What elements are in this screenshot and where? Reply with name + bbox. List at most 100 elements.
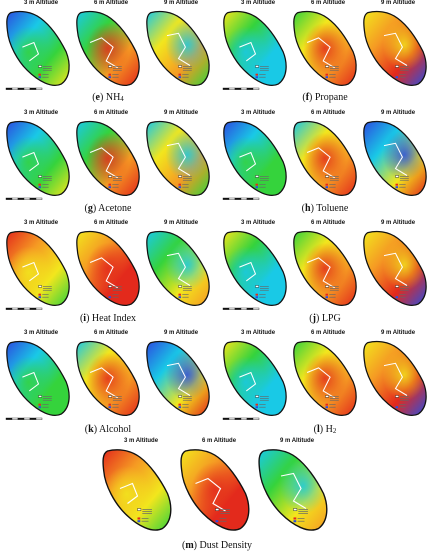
altitude-map (146, 10, 210, 86)
altitude-label: 3 m Altitude (23, 110, 59, 116)
contour-hotspot (181, 449, 249, 531)
panel-title: Propane (314, 92, 348, 103)
study-area-outline (76, 230, 140, 306)
scale-bar (222, 197, 260, 200)
contour-hotspot (363, 121, 427, 196)
flight-path (195, 477, 226, 512)
contour-hotspot (293, 121, 357, 196)
contour-hotspot (76, 11, 140, 86)
panel-title: Acetone (98, 203, 132, 214)
flight-path (89, 257, 118, 289)
altitude-map (293, 10, 357, 86)
map-legend (108, 285, 122, 299)
panel-f: 3 m Altitude 6 m Altitude 9 m Altitude (f) … (217, 0, 434, 108)
flight-path (22, 151, 40, 172)
heatmap-row (102, 449, 328, 531)
altitude-map (76, 340, 140, 416)
flight-path (306, 257, 335, 289)
contour-hotspot (223, 121, 287, 196)
study-area-outline (363, 120, 427, 196)
altitude-map (6, 10, 70, 86)
flight-path (306, 367, 335, 399)
altitude-label: 9 m Altitude (380, 0, 416, 6)
altitude-map (76, 120, 140, 196)
map-legend (395, 175, 409, 189)
altitude-label: 6 m Altitude (310, 110, 346, 116)
altitude-label: 6 m Altitude (93, 220, 129, 226)
map-legend (178, 65, 192, 79)
map-legend (108, 175, 122, 189)
flight-path (166, 252, 191, 286)
study-area-outline (180, 449, 250, 531)
map-legend (137, 508, 152, 523)
study-area-outline (363, 340, 427, 416)
altitude-map (363, 120, 427, 196)
heatmap-row (5, 10, 210, 90)
study-area-outline (76, 340, 140, 416)
map-legend (108, 395, 122, 409)
study-area-outline (363, 230, 427, 306)
panel-letter: l (316, 424, 320, 435)
altitude-map (146, 340, 210, 416)
altitude-label: 9 m Altitude (163, 220, 199, 226)
panel-caption: (h) Toluene (301, 203, 349, 214)
contour-hotspot (6, 11, 70, 86)
flight-path (22, 261, 40, 282)
panel-m: 3 m Altitude 6 m Altitude 9 m Altitude (m) … (92, 438, 342, 551)
panel-title: Alcohol (98, 424, 132, 435)
map-legend (215, 508, 230, 523)
contour-hotspot (223, 11, 287, 86)
map-legend (325, 285, 339, 299)
panel-caption: (i) Heat Index (79, 313, 137, 324)
panel-caption: (j) LPG (309, 313, 341, 324)
panel-k: 3 m Altitude 6 m Altitude 9 m Altitude (k) … (0, 330, 217, 438)
panel-title: H (325, 424, 333, 435)
altitude-map (258, 449, 328, 531)
study-area-outline (76, 10, 140, 86)
altitude-label: 9 m Altitude (380, 110, 416, 116)
panel-caption: (m) Dust Density (181, 540, 253, 551)
heatmap-row (222, 120, 427, 200)
study-area-outline (363, 10, 427, 86)
map-legend (325, 395, 339, 409)
flight-path (383, 32, 408, 66)
study-area-outline (223, 120, 287, 196)
flight-path (166, 32, 191, 66)
panel-caption: (l) H2 (313, 424, 337, 435)
contour-hotspot (76, 341, 140, 416)
study-area-outline (146, 230, 210, 306)
altitude-map (363, 230, 427, 306)
altitude-label: 6 m Altitude (201, 438, 237, 444)
map-legend (255, 395, 269, 409)
map-legend (255, 285, 269, 299)
altitude-map (76, 230, 140, 306)
study-area-outline (293, 120, 357, 196)
panel-letter: k (88, 424, 94, 435)
contour-hotspot (293, 231, 357, 306)
altitude-map (293, 340, 357, 416)
panel-title-subscript: 4 (120, 95, 124, 103)
study-area-outline (146, 10, 210, 86)
study-area-outline (293, 10, 357, 86)
contour-hotspot (146, 231, 210, 306)
altitude-map (363, 10, 427, 86)
contour-hotspot (259, 449, 327, 531)
study-area-outline (223, 230, 287, 306)
altitude-label: 3 m Altitude (123, 438, 159, 444)
flight-path (89, 147, 118, 179)
contour-hotspot (6, 231, 70, 306)
flight-path (22, 371, 40, 392)
study-area-outline (102, 449, 172, 531)
altitude-map (146, 230, 210, 306)
panel-letter: g (87, 203, 93, 214)
study-area-outline (146, 340, 210, 416)
flight-path (166, 362, 191, 396)
altitude-label: 9 m Altitude (163, 110, 199, 116)
panel-h: 3 m Altitude 6 m Altitude 9 m Altitude (h) … (217, 110, 434, 218)
map-legend (38, 175, 52, 189)
altitude-map (6, 120, 70, 196)
altitude-map (293, 230, 357, 306)
map-legend (255, 65, 269, 79)
altitude-label: 3 m Altitude (23, 220, 59, 226)
